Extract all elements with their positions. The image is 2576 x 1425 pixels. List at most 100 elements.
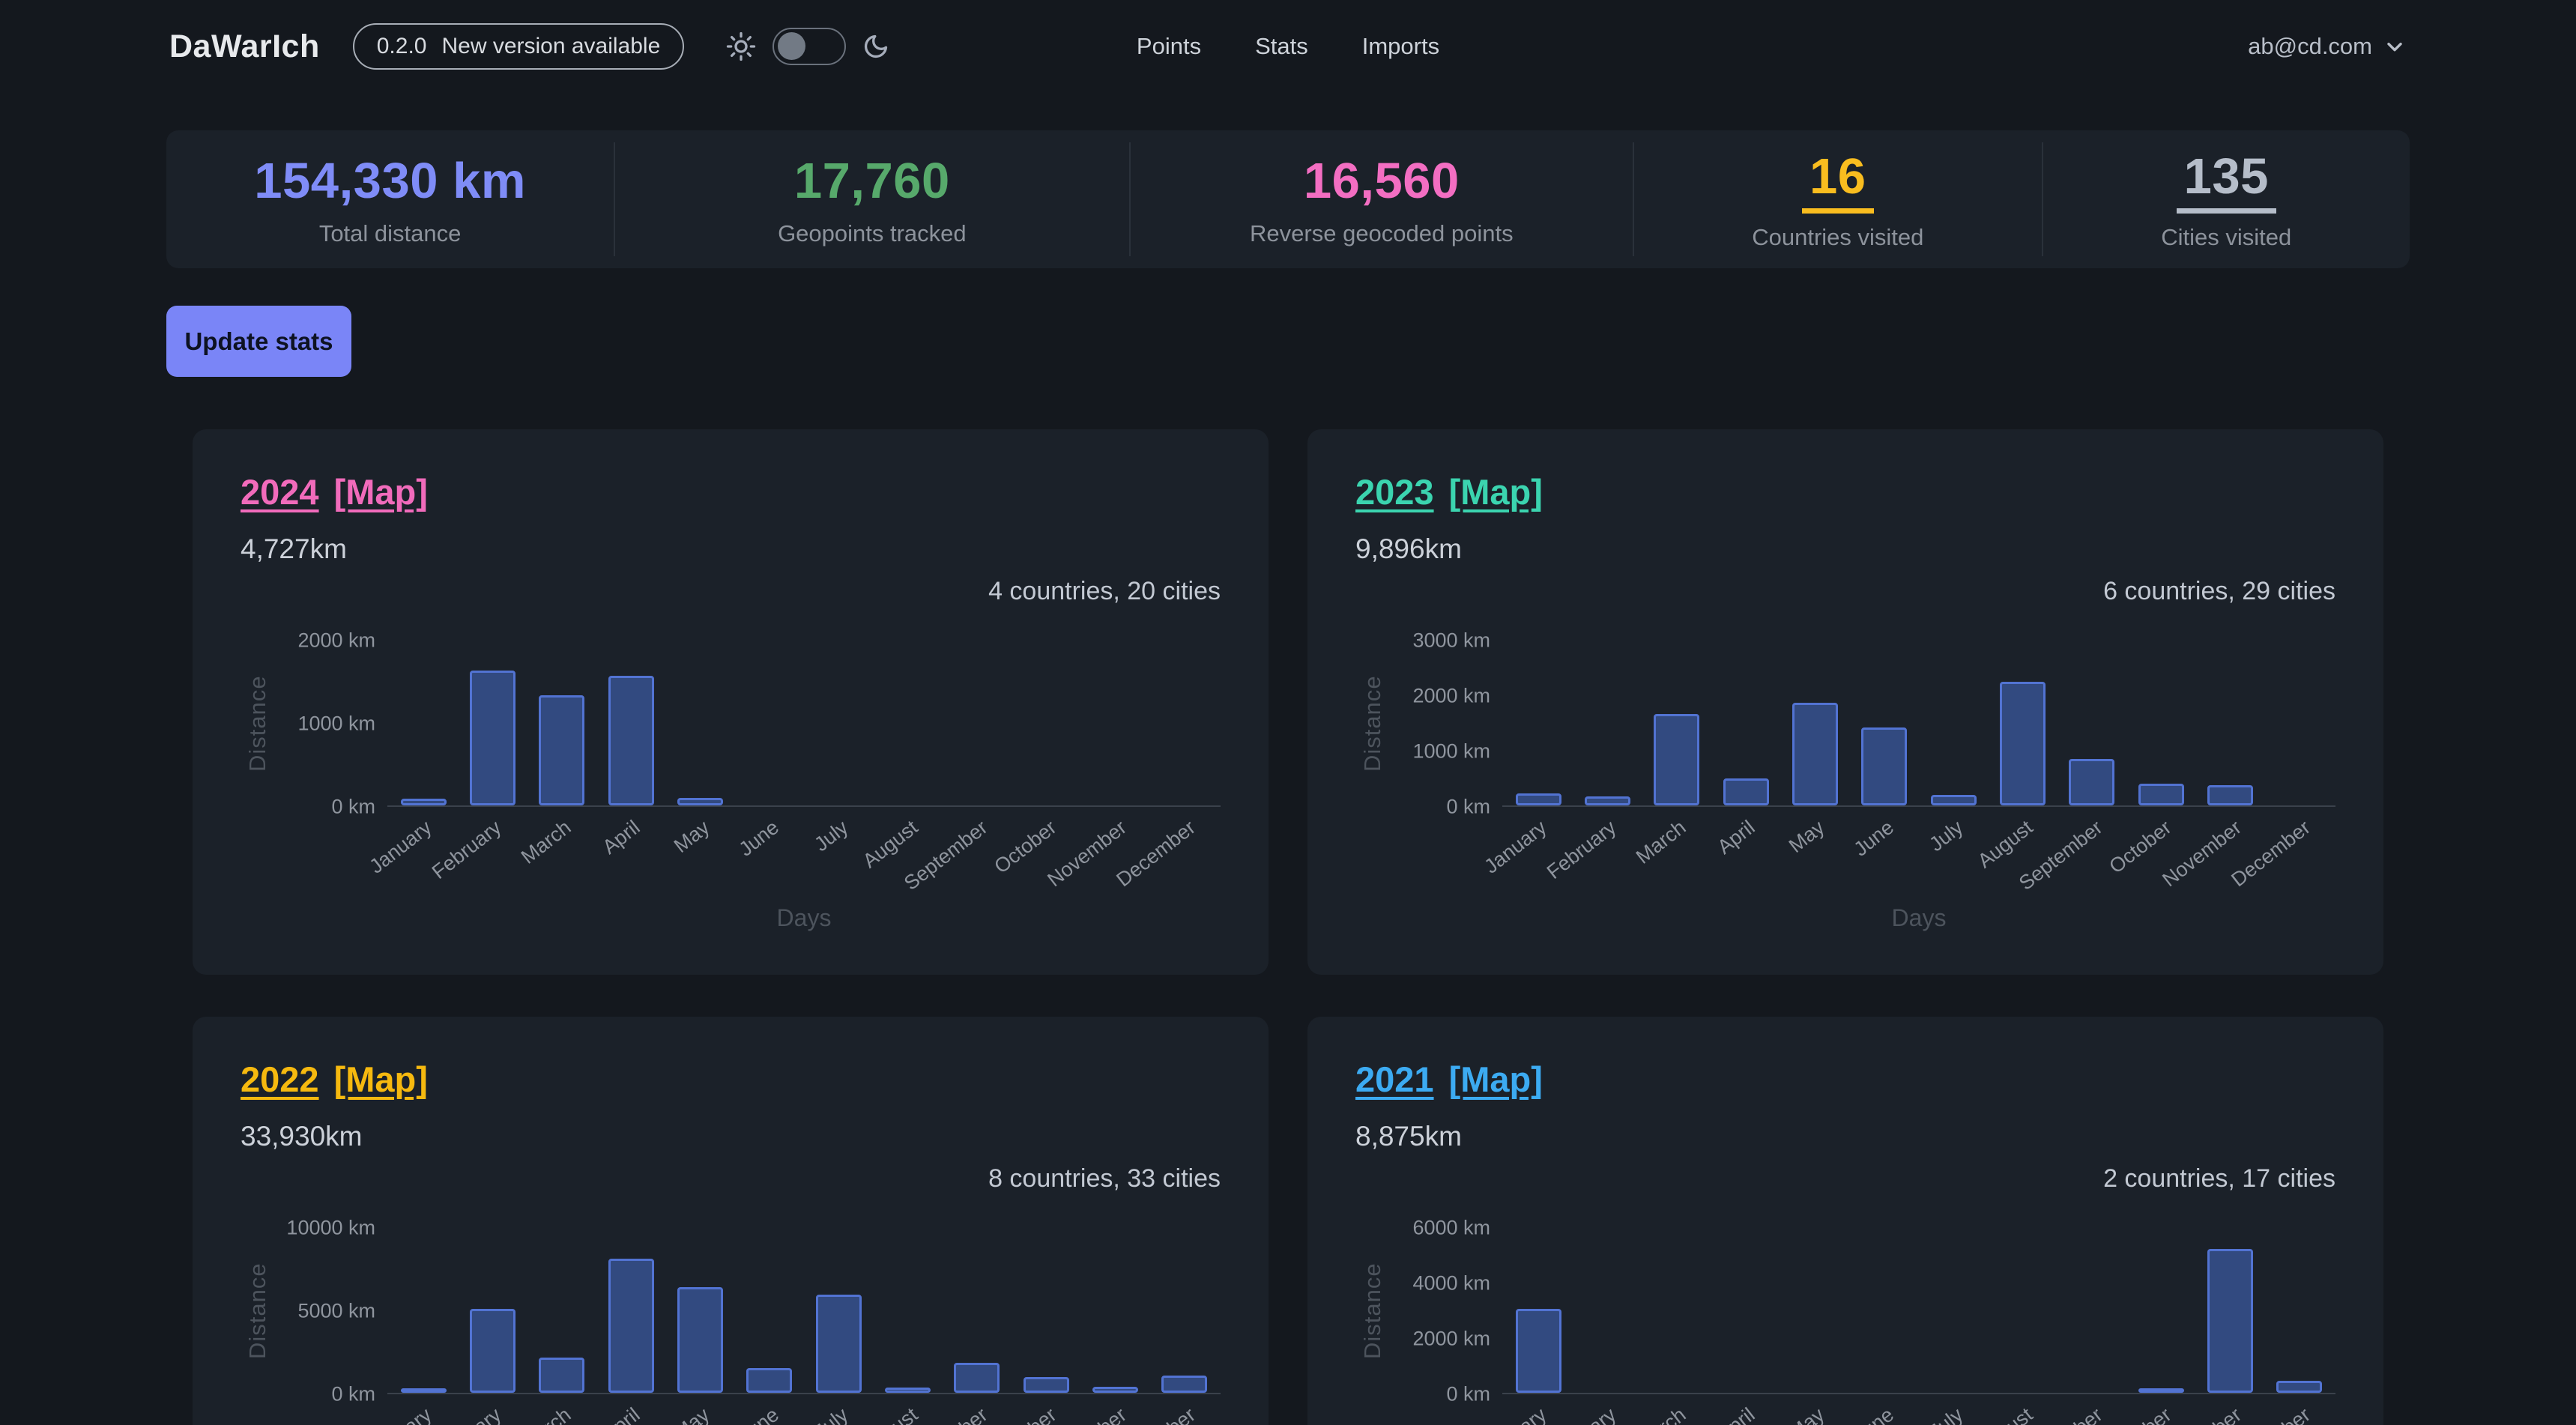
x-tick-label: April	[598, 816, 644, 859]
account-menu[interactable]: ab@cd.com	[2248, 33, 2407, 60]
x-tick-label: May	[1784, 816, 1829, 858]
bar-slot	[458, 641, 527, 805]
nav-link-stats[interactable]: Stats	[1255, 33, 1308, 59]
x-tick: January	[1481, 1394, 1572, 1425]
bar-november[interactable]	[2207, 1248, 2253, 1393]
x-tick: September	[900, 1394, 1012, 1425]
year-link[interactable]: 2021	[1355, 1059, 1434, 1099]
x-tick: April	[1711, 1394, 1780, 1425]
y-tick-label: 3000 km	[1412, 629, 1490, 652]
map-link[interactable]: [Map]	[333, 472, 428, 512]
bar-may[interactable]	[1792, 702, 1838, 805]
nav-link-imports[interactable]: Imports	[1361, 33, 1440, 59]
plot-area	[1502, 641, 2335, 807]
bar-september[interactable]	[2069, 758, 2115, 805]
bar-october[interactable]	[2138, 1388, 2184, 1393]
x-tick-label: July	[1925, 816, 1968, 856]
bar-slot	[389, 641, 458, 805]
x-tick-label: May	[669, 816, 714, 858]
bar-december[interactable]	[1161, 1376, 1208, 1393]
plot-area	[1502, 1228, 2335, 1394]
bar-december[interactable]	[2276, 1381, 2323, 1393]
bar-march[interactable]	[1654, 713, 1700, 805]
bar-slot	[1919, 1228, 1988, 1393]
bar-may[interactable]	[677, 1287, 723, 1393]
app-logo[interactable]: DaWarIch	[169, 28, 320, 64]
x-tick-label: July	[810, 1403, 853, 1425]
y-axis: 0 km 1000 km 2000 km	[275, 629, 375, 818]
bar-september[interactable]	[954, 1363, 1000, 1393]
x-tick: December	[1113, 807, 1221, 903]
bar-august[interactable]	[885, 1388, 931, 1393]
bar-january[interactable]	[400, 1388, 447, 1393]
map-link[interactable]: [Map]	[1448, 472, 1543, 512]
bar-january[interactable]	[400, 798, 447, 805]
stat-value[interactable]: 135	[2176, 148, 2276, 214]
bar-may[interactable]	[677, 797, 723, 805]
bar-june[interactable]	[1861, 727, 1908, 805]
x-axis-title: Days	[1891, 904, 1947, 931]
bar-july[interactable]	[1930, 795, 1977, 805]
bar-slot	[1850, 641, 1919, 805]
stat-label: Geopoints tracked	[778, 220, 967, 246]
map-link[interactable]: [Map]	[1448, 1059, 1543, 1099]
x-tick: July	[1919, 1394, 1989, 1425]
bar-august[interactable]	[2000, 682, 2046, 805]
version-badge[interactable]: 0.2.0 New version available	[352, 23, 685, 70]
bar-slot	[1780, 1228, 1849, 1393]
x-tick-label: June	[1850, 1403, 1899, 1425]
plot-area	[387, 1228, 1221, 1394]
bar-february[interactable]	[1585, 796, 1630, 805]
stat-total-distance: 154,330 km Total distance	[166, 142, 614, 256]
nav-link-points[interactable]: Points	[1136, 33, 1202, 59]
bar-slot	[1573, 641, 1642, 805]
year-link[interactable]: 2022	[241, 1059, 319, 1099]
bar-slot	[1850, 1228, 1919, 1393]
year-card-2021: 2021 [Map] 8,875km 2 countries, 17 citie…	[1307, 1017, 2383, 1425]
y-tick-label: 2000 km	[1412, 1327, 1490, 1350]
bar-june[interactable]	[746, 1368, 793, 1393]
x-tick: February	[428, 1394, 527, 1425]
map-link[interactable]: [Map]	[333, 1059, 428, 1099]
bar-slot	[665, 641, 734, 805]
bar-october[interactable]	[2138, 783, 2184, 805]
bar-january[interactable]	[1515, 793, 1561, 805]
bar-slot	[2195, 641, 2264, 805]
bar-april[interactable]	[608, 676, 654, 805]
bar-slot	[2265, 641, 2334, 805]
bar-slot	[735, 641, 804, 805]
bar-july[interactable]	[815, 1295, 862, 1393]
bar-february[interactable]	[470, 670, 515, 805]
year-link[interactable]: 2024	[241, 472, 319, 512]
y-axis-title: Distance	[244, 675, 270, 772]
x-tick: May	[1780, 1394, 1850, 1425]
bar-january[interactable]	[1515, 1309, 1561, 1393]
y-tick-label: 6000 km	[1412, 1216, 1490, 1239]
bar-slot	[1080, 641, 1149, 805]
bar-slot	[458, 1228, 527, 1393]
theme-toggle[interactable]	[773, 28, 847, 65]
bar-november[interactable]	[2207, 785, 2253, 805]
x-tick: December	[2228, 807, 2335, 903]
bar-march[interactable]	[539, 695, 585, 805]
x-tick: April	[596, 807, 665, 903]
update-stats-button[interactable]: Update stats	[166, 306, 351, 377]
bar-march[interactable]	[539, 1357, 585, 1393]
year-link[interactable]: 2023	[1355, 472, 1434, 512]
stat-value[interactable]: 16	[1802, 148, 1874, 214]
bar-october[interactable]	[1023, 1377, 1069, 1393]
year-card-2023: 2023 [Map] 9,896km 6 countries, 29 citie…	[1307, 429, 2383, 975]
bar-april[interactable]	[1723, 778, 1769, 805]
bar-slot	[873, 641, 942, 805]
x-axis: JanuaryFebruaryMarchAprilMayJuneJulyAugu…	[1481, 1394, 2335, 1425]
bar-november[interactable]	[1092, 1387, 1138, 1393]
bar-april[interactable]	[608, 1258, 654, 1393]
bar-february[interactable]	[470, 1308, 515, 1393]
y-tick-label: 2000 km	[297, 629, 375, 652]
x-tick: June	[734, 1394, 804, 1425]
x-tick: April	[596, 1394, 665, 1425]
y-tick-label: 10000 km	[286, 1216, 375, 1239]
stat-geopoints: 17,760 Geopoints tracked	[614, 142, 1128, 256]
x-axis-title: Days	[776, 904, 832, 931]
